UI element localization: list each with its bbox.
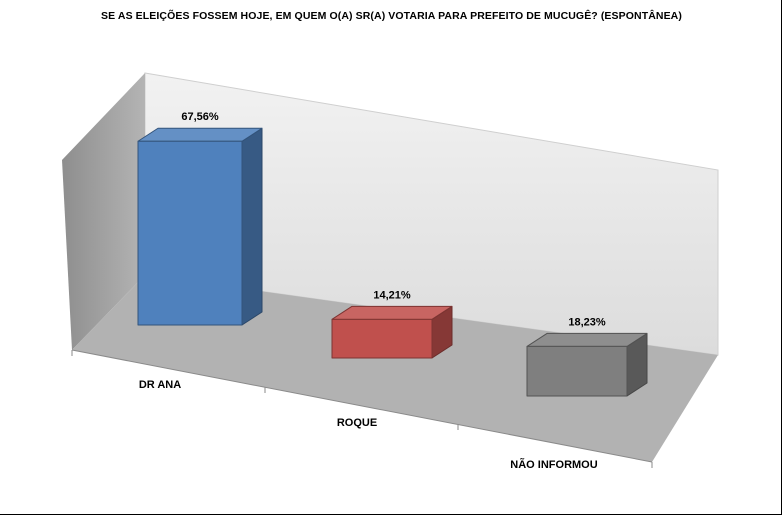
data-label: 67,56% bbox=[181, 111, 219, 123]
chart-title: SE AS ELEIÇÕES FOSSEM HOJE, EM QUEM O(A)… bbox=[101, 10, 682, 22]
bar-2 bbox=[331, 305, 453, 359]
side-wall bbox=[62, 73, 145, 350]
category-label: NÃO INFORMOU bbox=[510, 458, 597, 471]
bar-top bbox=[137, 127, 263, 142]
bar-3 bbox=[526, 332, 648, 397]
bar-front bbox=[526, 345, 628, 397]
category-label: DR ANA bbox=[139, 379, 181, 391]
data-label: 14,21% bbox=[373, 289, 411, 301]
bar-front bbox=[137, 140, 243, 326]
bar-1 bbox=[137, 127, 263, 326]
category-label: ROQUE bbox=[337, 417, 377, 429]
bar-top bbox=[526, 332, 648, 347]
bar-side bbox=[241, 127, 263, 326]
bar-top bbox=[331, 305, 453, 320]
x-axis-line bbox=[71, 349, 653, 463]
bar-front bbox=[331, 318, 433, 359]
data-label: 18,23% bbox=[568, 316, 606, 328]
